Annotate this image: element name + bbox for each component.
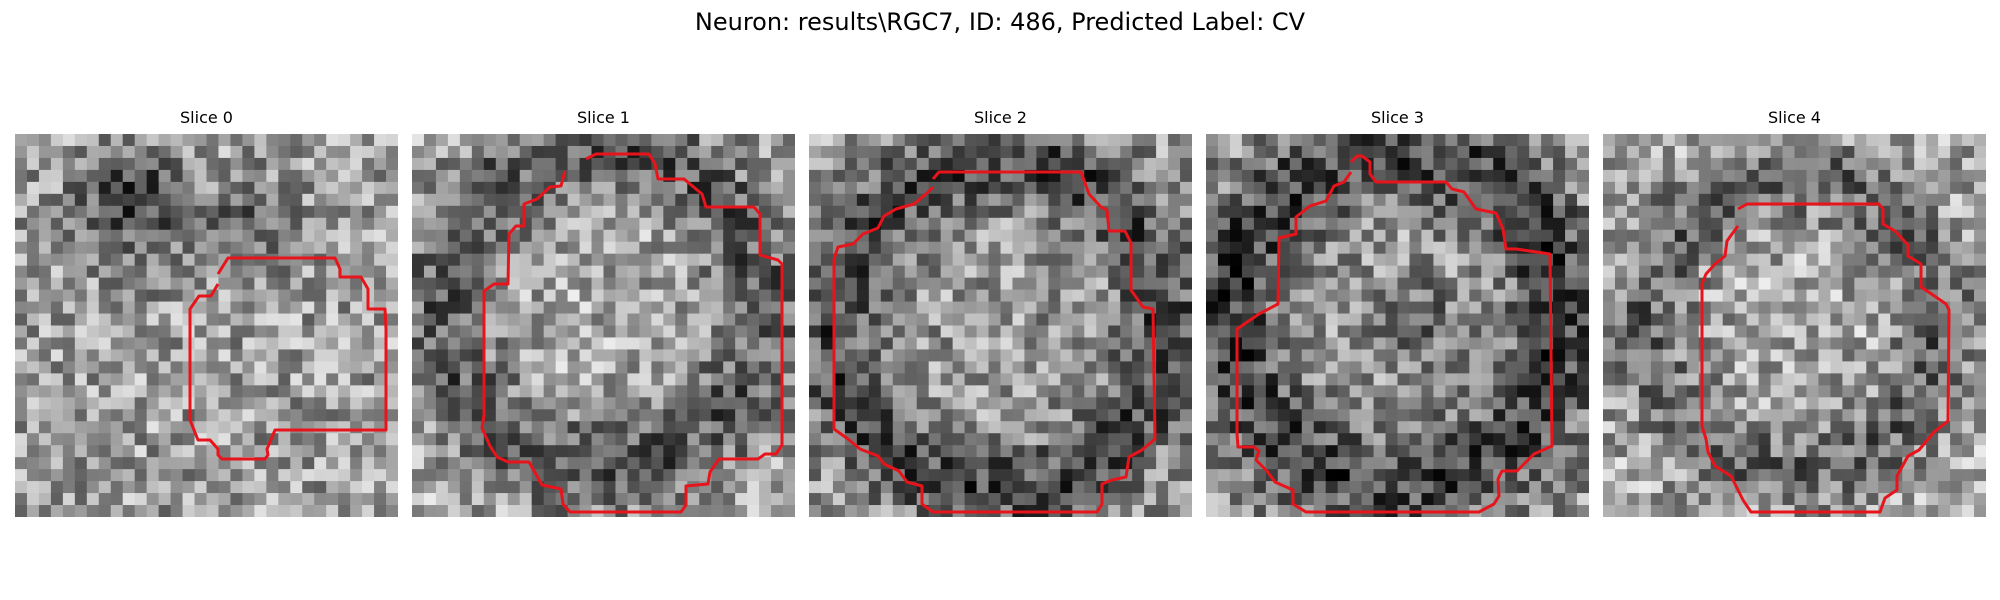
slice-image-4 bbox=[1603, 134, 1986, 517]
slice-title-0: Slice 0 bbox=[180, 108, 233, 127]
slice-panel-4: Slice 4 bbox=[1603, 108, 1986, 517]
slice-title-3: Slice 3 bbox=[1371, 108, 1424, 127]
slice-panel-1: Slice 1 bbox=[412, 108, 795, 517]
roi-contour-0 bbox=[188, 256, 388, 461]
slice-title-2: Slice 2 bbox=[974, 108, 1027, 127]
figure-title: Neuron: results\RGC7, ID: 486, Predicted… bbox=[694, 8, 1306, 36]
roi-contour-1 bbox=[480, 152, 784, 514]
slice-image-3 bbox=[1206, 134, 1589, 517]
slice-image-0 bbox=[15, 134, 398, 517]
roi-contour-3 bbox=[1235, 154, 1554, 514]
slice-title-1: Slice 1 bbox=[577, 108, 630, 127]
slice-panel-2: Slice 2 bbox=[809, 108, 1192, 517]
slice-image-1 bbox=[412, 134, 795, 517]
slice-image-2 bbox=[809, 134, 1192, 517]
slice-title-4: Slice 4 bbox=[1768, 108, 1821, 127]
roi-contour-2 bbox=[832, 170, 1157, 514]
slice-panel-0: Slice 0 bbox=[15, 108, 398, 517]
roi-contour-4 bbox=[1700, 202, 1951, 514]
slice-panel-3: Slice 3 bbox=[1206, 108, 1589, 517]
